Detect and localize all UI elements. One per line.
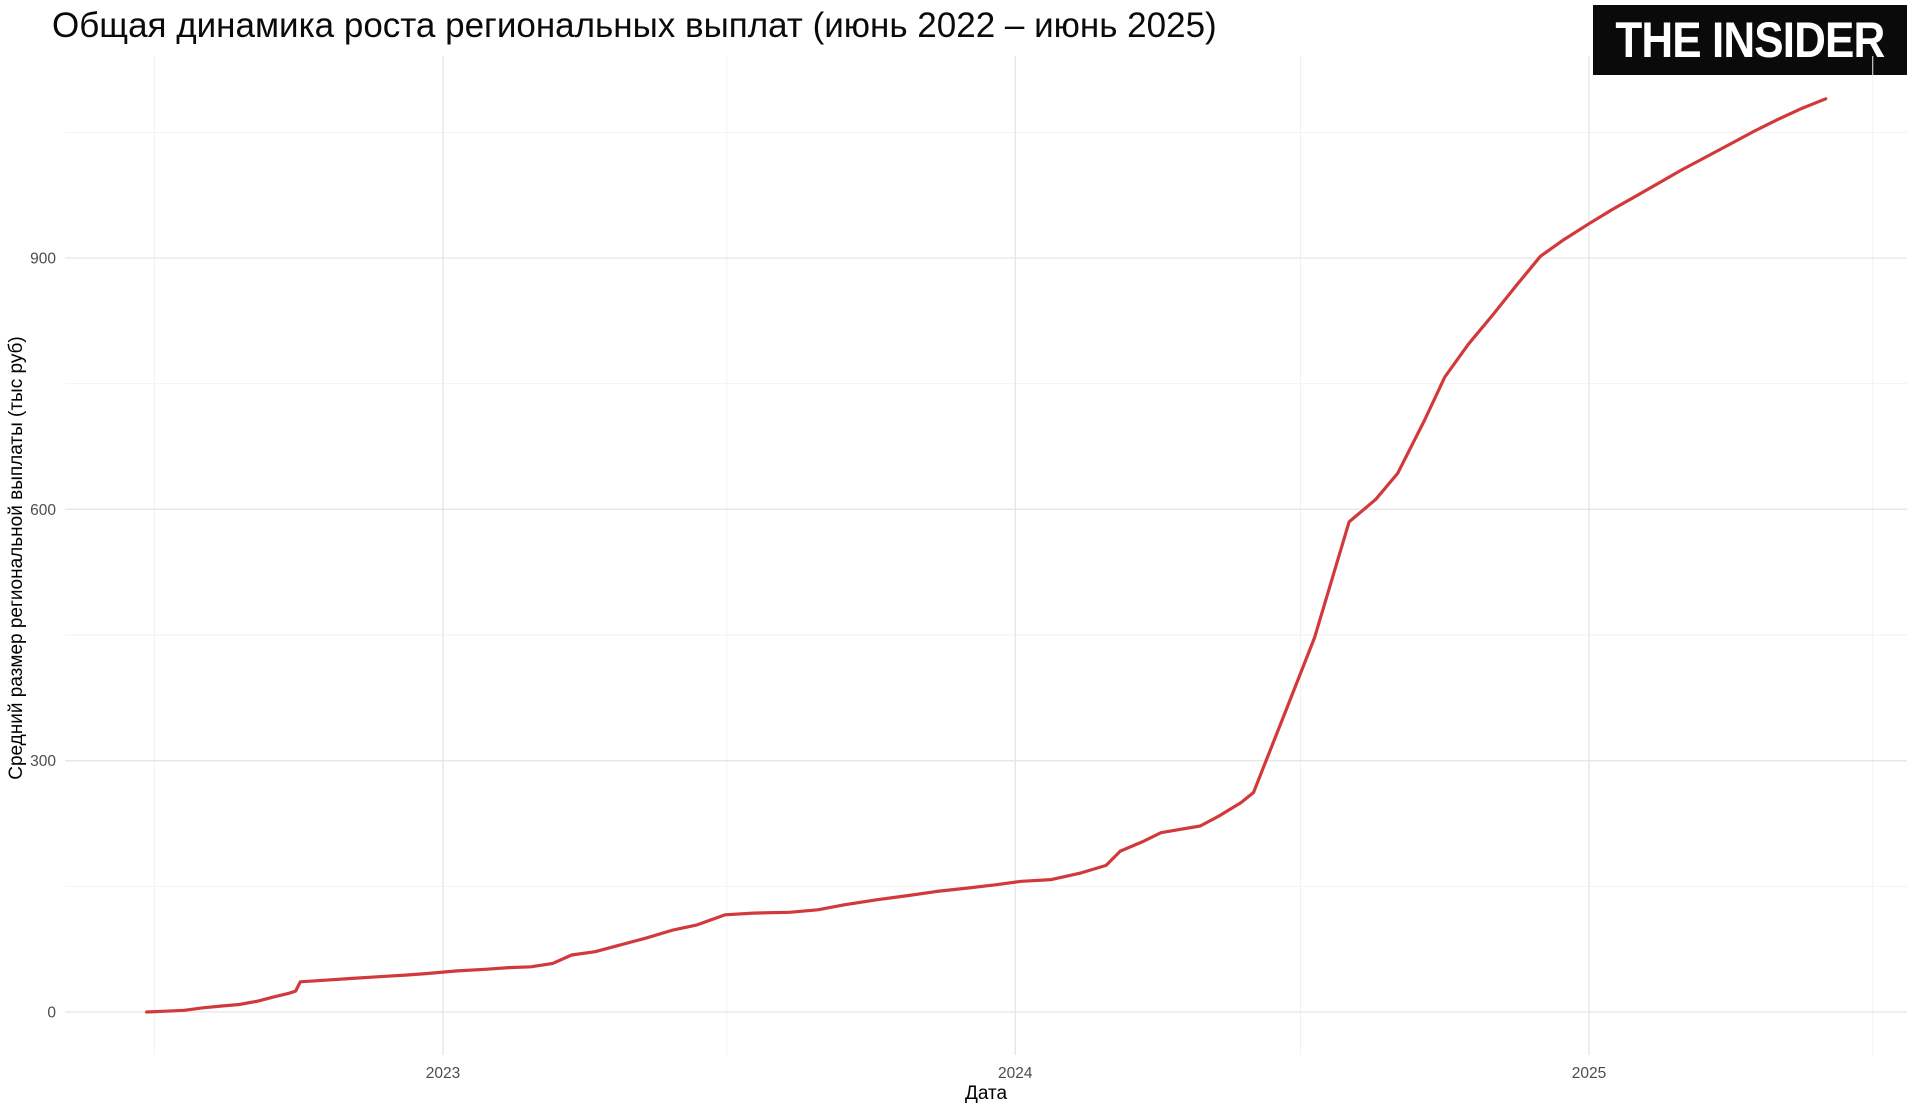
y-tick-label: 900 — [30, 251, 56, 268]
x-tick-label: 2024 — [998, 1065, 1033, 1082]
y-tick-label: 600 — [30, 502, 56, 519]
x-tick-label: 2025 — [1572, 1065, 1606, 1082]
insider-logo-text: THE INSIDER — [1615, 12, 1885, 68]
y-tick-label: 300 — [30, 753, 56, 770]
chart-title: Общая динамика роста региональных выплат… — [52, 6, 1217, 45]
x-tick-label: 2023 — [426, 1065, 460, 1082]
x-axis-title: Дата — [964, 1083, 1008, 1104]
insider-logo: THE INSIDER — [1593, 5, 1907, 75]
y-tick-label: 0 — [47, 1005, 56, 1022]
payments-line — [145, 97, 1828, 1014]
